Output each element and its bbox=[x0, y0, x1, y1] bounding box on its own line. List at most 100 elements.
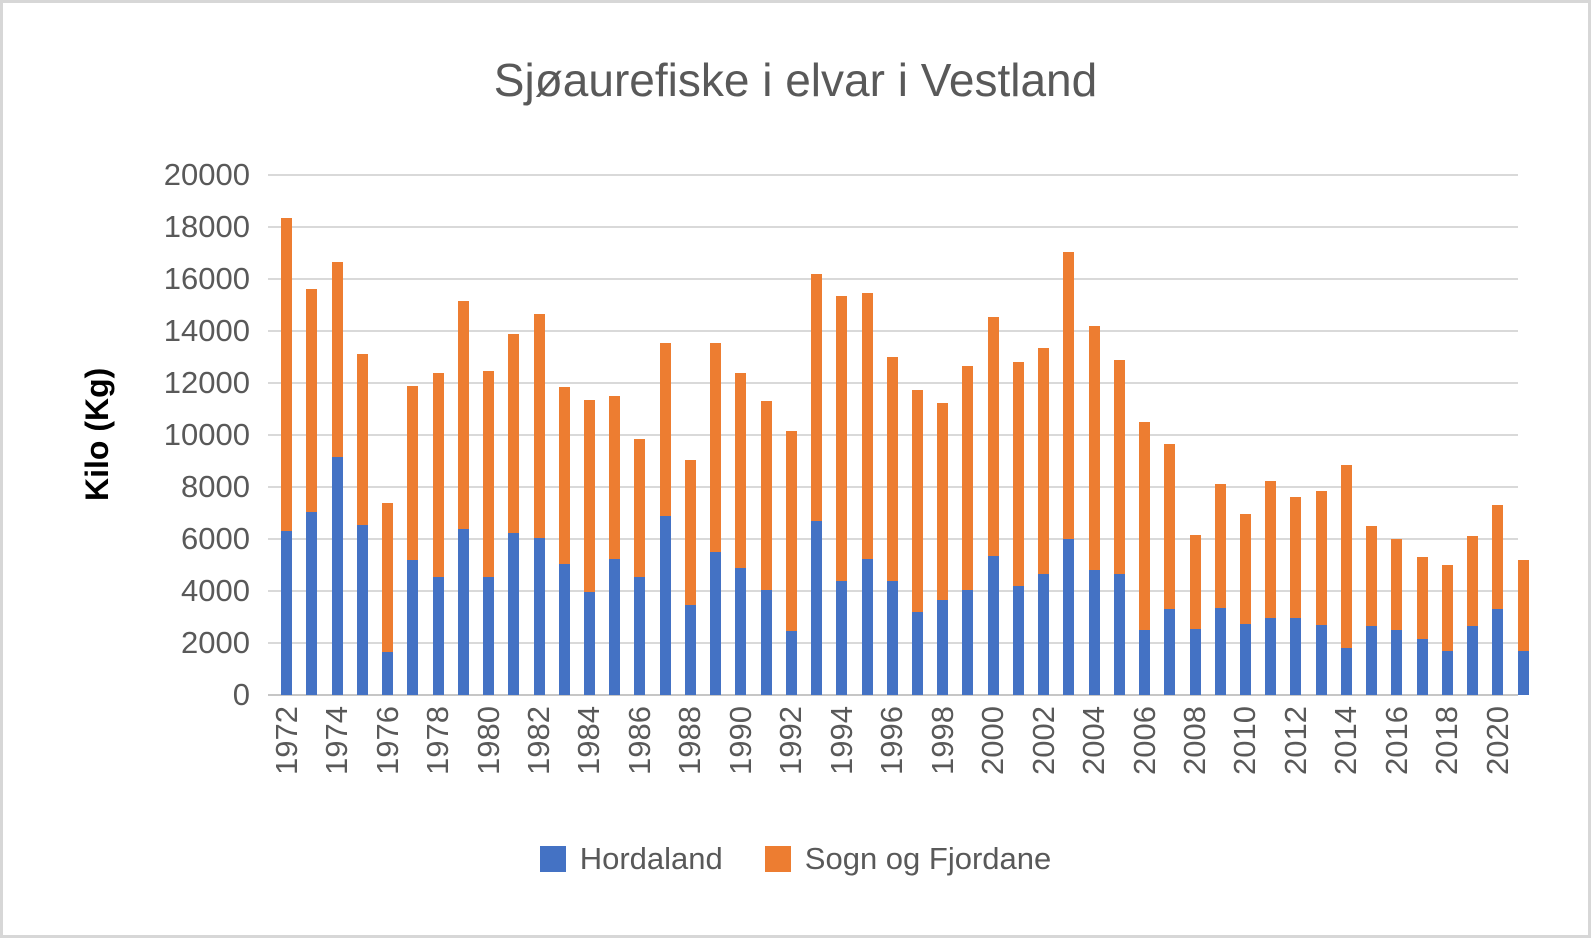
x-tick-label-1972: 1972 bbox=[268, 706, 304, 775]
bar-hordaland-2015 bbox=[1366, 626, 1378, 695]
bar-sogn-og-fjordane-1992 bbox=[785, 431, 797, 632]
gridline-14000 bbox=[268, 330, 1518, 332]
x-tick-label-2004: 2004 bbox=[1076, 706, 1112, 775]
bar-hordaland-2001 bbox=[1012, 585, 1024, 695]
bar-hordaland-1994 bbox=[836, 580, 848, 695]
bar-sogn-og-fjordane-1980 bbox=[483, 371, 494, 577]
bar-hordaland-1998 bbox=[937, 600, 949, 695]
bar-hordaland-2008 bbox=[1189, 628, 1201, 695]
x-tick-label-1986: 1986 bbox=[621, 706, 657, 775]
bar-hordaland-2005 bbox=[1113, 574, 1125, 695]
y-tick-label-6000: 6000 bbox=[181, 521, 250, 556]
y-tick-label-18000: 18000 bbox=[163, 209, 250, 244]
x-tick-label-2016: 2016 bbox=[1378, 706, 1414, 775]
y-tick-label-0: 0 bbox=[232, 677, 250, 712]
bar-sogn-og-fjordane-1989 bbox=[710, 342, 722, 552]
bar-sogn-og-fjordane-1994 bbox=[836, 295, 848, 581]
x-tick-label-2002: 2002 bbox=[1025, 706, 1061, 775]
x-tick-label-2020: 2020 bbox=[1479, 706, 1515, 775]
x-tick-label-1998: 1998 bbox=[924, 706, 960, 775]
bar-hordaland-1981 bbox=[508, 532, 520, 695]
bar-hordaland-1985 bbox=[609, 558, 621, 695]
bar-sogn-og-fjordane-1972 bbox=[281, 217, 293, 532]
bar-hordaland-2009 bbox=[1214, 607, 1226, 695]
y-tick-label-20000: 20000 bbox=[163, 157, 250, 192]
bar-sogn-og-fjordane-2017 bbox=[1416, 557, 1428, 640]
bar-hordaland-1977 bbox=[407, 559, 419, 695]
x-tick-label-2008: 2008 bbox=[1176, 706, 1212, 775]
bar-sogn-og-fjordane-2008 bbox=[1189, 535, 1201, 629]
y-tick-label-2000: 2000 bbox=[181, 625, 250, 660]
bar-sogn-og-fjordane-2021 bbox=[1517, 559, 1529, 651]
x-tick-label-1978: 1978 bbox=[420, 706, 456, 775]
bar-hordaland-1973 bbox=[306, 511, 318, 695]
bar-sogn-og-fjordane-2001 bbox=[1012, 362, 1024, 586]
bar-hordaland-1972 bbox=[281, 531, 293, 695]
bar-sogn-og-fjordane-1995 bbox=[861, 293, 873, 559]
legend-label-sogn-og-fjordane: Sogn og Fjordane bbox=[804, 841, 1052, 876]
x-tick-label-2012: 2012 bbox=[1277, 706, 1313, 775]
bar-sogn-og-fjordane-1976 bbox=[382, 502, 394, 653]
bar-hordaland-1975 bbox=[356, 524, 368, 695]
bar-sogn-og-fjordane-2013 bbox=[1315, 490, 1327, 625]
bar-hordaland-1996 bbox=[886, 580, 898, 695]
bar-sogn-og-fjordane-1999 bbox=[962, 366, 974, 590]
bar-sogn-og-fjordane-1996 bbox=[886, 357, 898, 581]
bar-sogn-og-fjordane-1984 bbox=[584, 399, 595, 593]
bar-hordaland-1988 bbox=[684, 605, 696, 695]
bar-sogn-og-fjordane-1978 bbox=[432, 372, 444, 577]
bar-hordaland-2013 bbox=[1315, 624, 1327, 695]
bar-sogn-og-fjordane-1993 bbox=[811, 273, 822, 521]
legend-item-sogn-og-fjordane: Sogn og Fjordane bbox=[764, 841, 1052, 877]
x-tick-label-1990: 1990 bbox=[722, 706, 758, 775]
bar-sogn-og-fjordane-2003 bbox=[1063, 251, 1075, 539]
y-axis-title: Kilo (Kg) bbox=[79, 367, 115, 501]
bar-hordaland-2010 bbox=[1239, 623, 1251, 695]
bar-sogn-og-fjordane-1991 bbox=[760, 401, 772, 590]
bar-hordaland-2002 bbox=[1038, 574, 1050, 695]
x-tick-label-1974: 1974 bbox=[319, 706, 355, 775]
x-tick-label-1992: 1992 bbox=[773, 706, 809, 775]
bar-hordaland-1980 bbox=[483, 576, 494, 695]
bar-sogn-og-fjordane-2019 bbox=[1467, 536, 1478, 627]
bar-sogn-og-fjordane-2007 bbox=[1164, 444, 1176, 610]
legend-label-hordaland: Hordaland bbox=[579, 841, 723, 876]
bar-hordaland-1986 bbox=[634, 576, 646, 695]
bar-hordaland-1974 bbox=[331, 457, 343, 695]
bar-hordaland-1984 bbox=[584, 592, 595, 695]
bar-sogn-og-fjordane-2006 bbox=[1139, 422, 1150, 630]
hordaland-swatch-icon bbox=[539, 846, 566, 872]
y-tick-label-8000: 8000 bbox=[181, 469, 250, 504]
bar-sogn-og-fjordane-2015 bbox=[1366, 526, 1378, 627]
bar-hordaland-2006 bbox=[1139, 630, 1150, 695]
bar-sogn-og-fjordane-1987 bbox=[659, 342, 671, 516]
x-tick-label-1994: 1994 bbox=[823, 706, 859, 775]
x-tick-label-2000: 2000 bbox=[975, 706, 1011, 775]
bar-hordaland-2019 bbox=[1467, 626, 1478, 695]
bar-hordaland-2007 bbox=[1164, 609, 1176, 695]
bar-sogn-og-fjordane-2016 bbox=[1391, 539, 1403, 630]
gridline-20000 bbox=[268, 174, 1518, 176]
bar-sogn-og-fjordane-1983 bbox=[558, 386, 570, 564]
bar-sogn-og-fjordane-2005 bbox=[1113, 359, 1125, 575]
bar-sogn-og-fjordane-1981 bbox=[508, 333, 520, 533]
bar-sogn-og-fjordane-2018 bbox=[1441, 565, 1453, 651]
bar-hordaland-2017 bbox=[1416, 639, 1428, 695]
bar-hordaland-1990 bbox=[735, 567, 747, 695]
x-tick-label-1984: 1984 bbox=[571, 706, 607, 775]
bar-sogn-og-fjordane-2009 bbox=[1214, 484, 1226, 608]
bar-hordaland-2014 bbox=[1340, 648, 1352, 695]
legend-item-hordaland: Hordaland bbox=[539, 841, 723, 877]
sogn-og-fjordane-swatch-icon bbox=[764, 846, 791, 872]
chart-title: Sjøaurefiske i elvar i Vestland bbox=[493, 54, 1098, 106]
x-tick-label-1980: 1980 bbox=[470, 706, 506, 775]
bar-hordaland-2020 bbox=[1492, 609, 1504, 695]
bar-hordaland-1979 bbox=[457, 528, 469, 695]
bar-sogn-og-fjordane-1977 bbox=[407, 385, 419, 560]
bar-sogn-og-fjordane-1986 bbox=[634, 438, 646, 577]
bar-hordaland-1989 bbox=[710, 552, 722, 695]
y-tick-label-16000: 16000 bbox=[163, 261, 250, 296]
x-tick-label-1996: 1996 bbox=[874, 706, 910, 775]
legend: Hordaland Sogn og Fjordane bbox=[3, 841, 1588, 877]
